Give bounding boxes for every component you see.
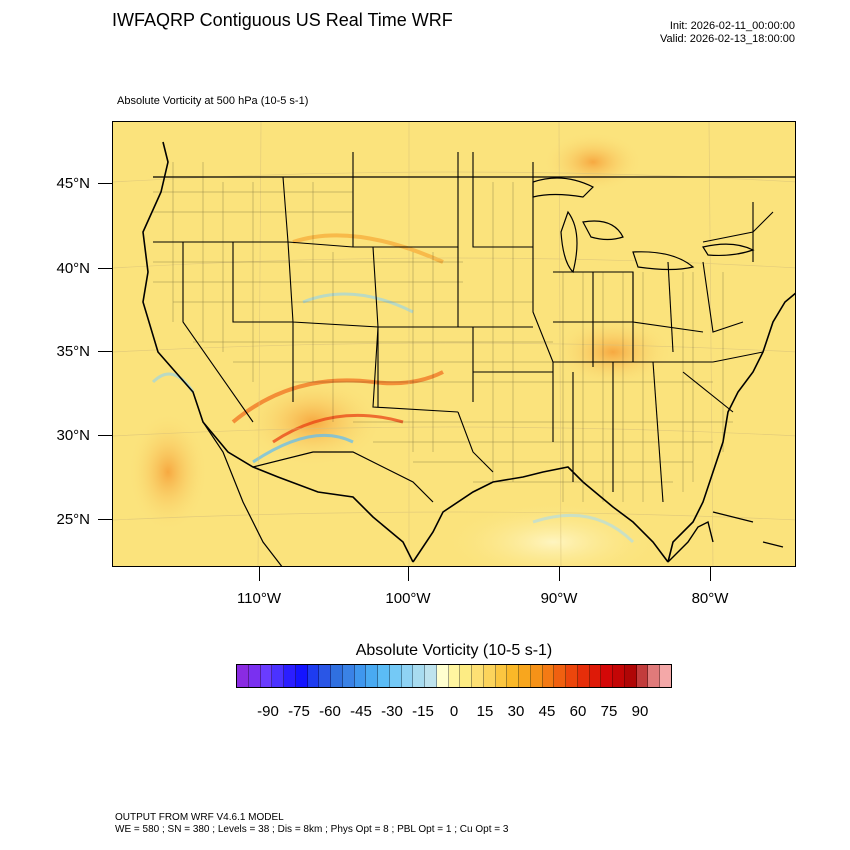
colorbar-tick-label: 60 (569, 703, 587, 720)
colorbar-cell (342, 665, 355, 687)
colorbar-cell (448, 665, 461, 687)
colorbar-cell (613, 665, 625, 687)
colorbar-tick-label: 30 (507, 703, 525, 720)
colorbar-cell (519, 665, 531, 687)
vorticity-patch-pacific (128, 412, 208, 532)
colorbar-cell (237, 665, 249, 687)
colorbar-cell (495, 665, 508, 687)
lon-label-110w: 110°W (236, 590, 282, 607)
colorbar-tick-label: 90 (631, 703, 649, 720)
colorbar-tick-label: 75 (600, 703, 618, 720)
caribbean-islands (712, 511, 784, 548)
colorbar-cell (660, 665, 671, 687)
lat-tick (98, 435, 112, 436)
chart-title: IWFAQRP Contiguous US Real Time WRF (112, 10, 453, 30)
colorbar-cell (319, 665, 331, 687)
county-boundaries (153, 162, 733, 502)
colorbar-cell (248, 665, 261, 687)
colorbar-tick-label: -60 (319, 703, 341, 720)
colorbar-cell (331, 665, 343, 687)
vorticity-map (112, 121, 796, 567)
colorbar-cell (366, 665, 378, 687)
lon-label-100w: 100°W (385, 590, 431, 607)
colorbar-cell (542, 665, 555, 687)
valid-time: Valid: 2026-02-13_18:00:00 (660, 33, 795, 45)
colorbar-tick-label: 45 (538, 703, 556, 720)
lon-label-80w: 80°W (691, 590, 729, 607)
colorbar-cell (401, 665, 414, 687)
colorbar-tick-label: 15 (476, 703, 494, 720)
colorbar-tick-label: -45 (350, 703, 372, 720)
lat-tick (98, 183, 112, 184)
colorbar-cell (601, 665, 613, 687)
colorbar-cell (554, 665, 566, 687)
colorbar-tick-label: -15 (412, 703, 434, 720)
field-label: Absolute Vorticity at 500 hPa (10-5 s-1) (117, 95, 309, 107)
vorticity-band (292, 233, 444, 264)
colorbar-cell (566, 665, 578, 687)
colorbar-cell (460, 665, 472, 687)
lat-label-40n: 40°N (56, 260, 90, 277)
lon-tick (710, 567, 711, 581)
vorticity-band (302, 292, 414, 314)
colorbar-cell (589, 665, 602, 687)
colorbar-cell (307, 665, 320, 687)
colorbar-tick-label: 0 (449, 703, 459, 720)
lat-tick (98, 268, 112, 269)
colorbar-cell (260, 665, 273, 687)
vorticity-band (272, 413, 404, 444)
lat-label-45n: 45°N (56, 175, 90, 192)
colorbar-cell (483, 665, 496, 687)
colorbar-tick-label: -30 (381, 703, 403, 720)
colorbar-cell (425, 665, 437, 687)
colorbar-title: Absolute Vorticity (10-5 s-1) (355, 642, 553, 659)
florida (667, 520, 714, 563)
colorbar-cell (436, 665, 449, 687)
international-borders (153, 176, 795, 566)
colorbar-cell (272, 665, 284, 687)
colorbar-cell (507, 665, 519, 687)
lon-tick (559, 567, 560, 581)
colorbar-cell (648, 665, 660, 687)
vorticity-band (252, 433, 354, 464)
lat-tick (98, 351, 112, 352)
colorbar-cell (636, 665, 649, 687)
lon-tick (408, 567, 409, 581)
map-canvas (113, 122, 795, 566)
colorbar-cell (354, 665, 367, 687)
footer-run-params: WE = 580 ; SN = 380 ; Levels = 38 ; Dis … (115, 824, 509, 835)
colorbar-cell (577, 665, 590, 687)
colorbar-cell (530, 665, 543, 687)
colorbar (236, 664, 672, 688)
colorbar-tick-label: -75 (288, 703, 310, 720)
map-background (113, 122, 795, 566)
lat-tick (98, 519, 112, 520)
footer-model-info: OUTPUT FROM WRF V4.6.1 MODEL (115, 812, 284, 823)
vorticity-band (532, 513, 635, 544)
colorbar-cell (378, 665, 390, 687)
colorbar-cell (389, 665, 402, 687)
vorticity-band (231, 370, 444, 424)
colorbar-cell (472, 665, 484, 687)
init-time: Init: 2026-02-11_00:00:00 (669, 20, 795, 32)
lat-label-35n: 35°N (56, 343, 90, 360)
lon-tick (259, 567, 260, 581)
lon-label-90w: 90°W (540, 590, 578, 607)
colorbar-cell (284, 665, 296, 687)
colorbar-cell (295, 665, 308, 687)
lat-label-30n: 30°N (56, 427, 90, 444)
colorbar-cell (413, 665, 425, 687)
lat-label-25n: 25°N (56, 511, 90, 528)
vorticity-patch-gulf (443, 502, 663, 566)
colorbar-cell (624, 665, 637, 687)
colorbar-tick-label: -90 (257, 703, 279, 720)
